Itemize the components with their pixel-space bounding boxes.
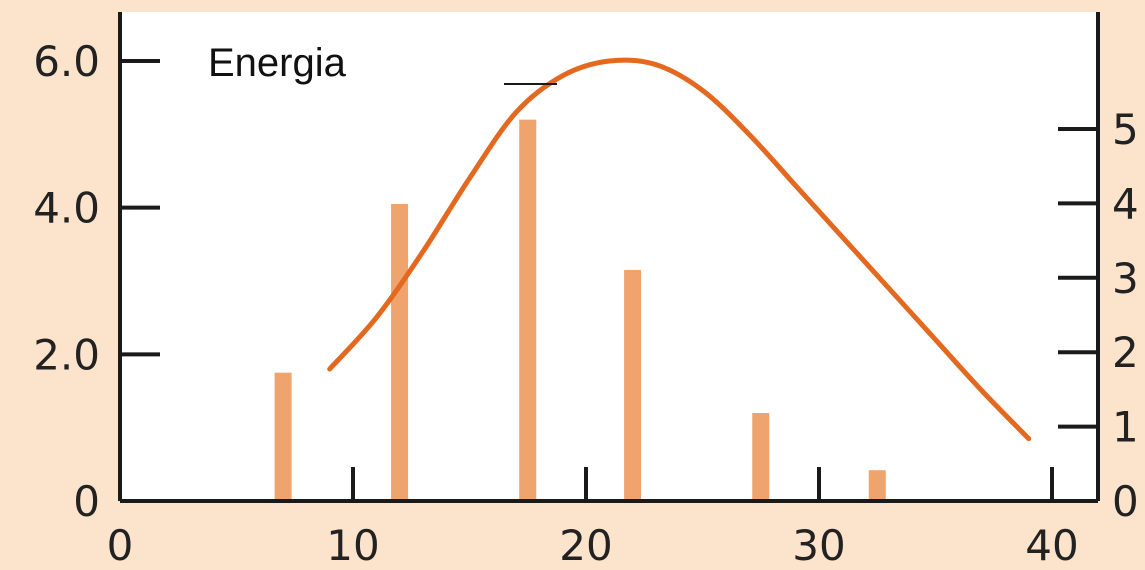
y-right-tick-label-1: 1 — [1112, 403, 1139, 452]
x-tick-label-10: 10 — [326, 521, 379, 570]
plot-area — [120, 12, 1098, 501]
x-tick-label-30: 30 — [792, 521, 845, 570]
axes: 0 10 20 30 40 0 2.0 4.0 6.0 0 1 2 3 4 5 — [33, 12, 1139, 570]
y-left-tick-label-0: 0 — [73, 477, 100, 526]
y-right-tick-label-2: 2 — [1112, 328, 1139, 377]
bar-1 — [274, 372, 292, 501]
y-left-tick-label-4.0: 4.0 — [33, 184, 100, 233]
y-left-tick-label-6.0: 6.0 — [33, 37, 100, 86]
x-tick-label-20: 20 — [559, 521, 612, 570]
y-right-tick-label-5: 5 — [1112, 105, 1139, 154]
x-tick-label-40: 40 — [1025, 521, 1078, 570]
bar-6 — [868, 470, 886, 501]
bar-2 — [391, 204, 409, 501]
legend-label: Energia — [208, 41, 347, 85]
bar-5 — [752, 413, 770, 501]
y-right-tick-label-3: 3 — [1112, 254, 1139, 303]
x-tick-label-0: 0 — [107, 521, 134, 570]
y-right-tick-label-0: 0 — [1112, 477, 1139, 526]
energy-curve — [327, 57, 1032, 442]
y-right-tick-label-4: 4 — [1112, 179, 1139, 228]
y-left-tick-label-2.0: 2.0 — [33, 330, 100, 379]
bar-3 — [519, 119, 537, 502]
bar-4 — [624, 270, 642, 501]
